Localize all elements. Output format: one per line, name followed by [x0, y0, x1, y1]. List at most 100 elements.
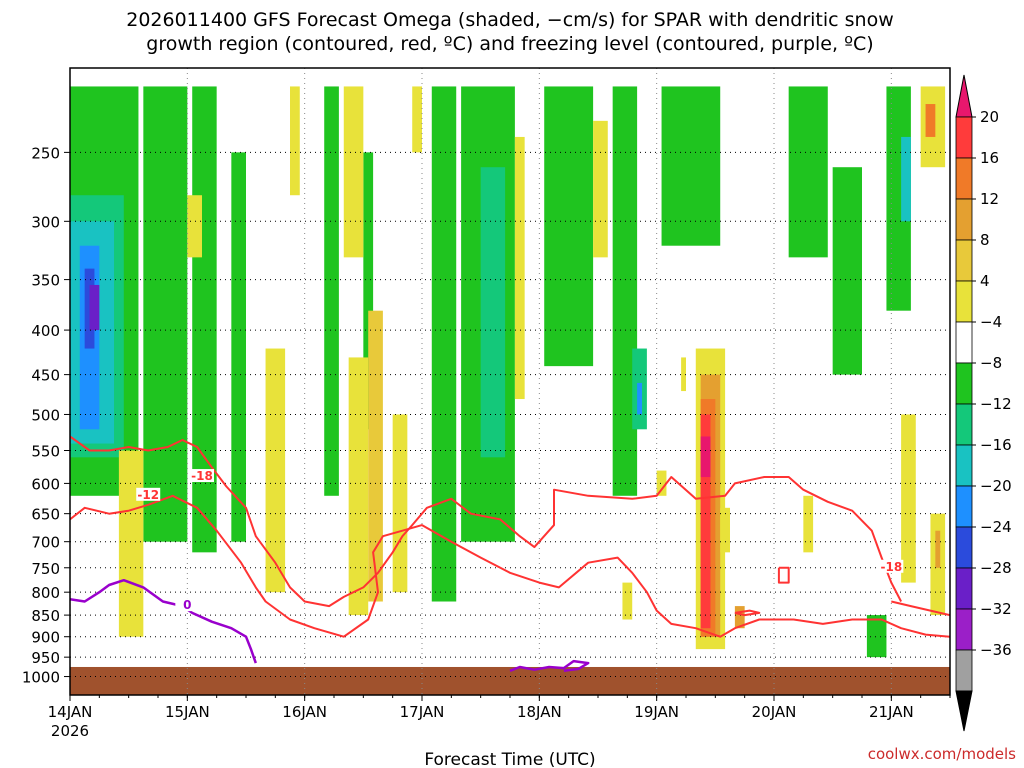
y-tick-label-250: 250	[31, 144, 60, 162]
x-tick-label-21JAN: 21JAN	[869, 703, 914, 721]
colorbar-label-12: −32	[980, 600, 1012, 618]
colorbar-label-2: 12	[980, 190, 999, 208]
colorbar-swatch-9	[955, 485, 973, 528]
colorbar-label-8: −16	[980, 436, 1012, 454]
y-tick-label-600: 600	[31, 475, 60, 493]
colorbar-label-0: 20	[980, 108, 999, 126]
freezing-level-contours: 0	[70, 578, 590, 673]
red-contour-line-2	[891, 600, 950, 617]
omega-cell-32	[412, 86, 422, 153]
colorbar-label-11: −28	[980, 559, 1012, 577]
colorbar-label-6: −8	[980, 354, 1002, 372]
colorbar-label-5: −4	[980, 313, 1002, 331]
omega-cell-18	[661, 86, 721, 246]
x-tick-label-16JAN: 16JAN	[282, 703, 327, 721]
omega-cell-17	[637, 382, 642, 415]
colorbar-swatch-12	[955, 608, 973, 651]
omega-cell-20	[832, 167, 862, 375]
omega-cell-9	[324, 86, 339, 496]
omega-cell-29	[348, 357, 369, 616]
red-contour-label-1: -12	[137, 488, 159, 502]
omega-cell-48	[925, 104, 936, 137]
colorbar-swatch-5	[955, 321, 973, 364]
red-contour-label-bg-1	[136, 487, 161, 501]
x-tick-label-14JAN: 14JAN	[48, 703, 93, 721]
omega-cell-37	[681, 357, 686, 392]
colorbar-label-10: −24	[980, 518, 1012, 536]
omega-cell-46	[901, 414, 916, 583]
y-tick-label-900: 900	[31, 629, 60, 647]
omega-cell-19	[788, 86, 828, 258]
y-tick-label-750: 750	[31, 560, 60, 578]
chart-title-line-1: 2026011400 GFS Forecast Omega (shaded, −…	[126, 9, 894, 31]
colorbar-label-13: −36	[980, 641, 1012, 659]
colorbar-swatch-10	[955, 526, 973, 569]
colorbar-swatch-13	[955, 649, 973, 692]
y-tick-label-800: 800	[31, 584, 60, 602]
omega-cell-24	[118, 450, 144, 637]
y-axis-ticks: 250 300 350 400 450 500 550 600 650 700 750 800 850 9…	[22, 144, 70, 687]
red-contour-line-4	[734, 609, 761, 617]
omega-cell-22	[901, 136, 911, 222]
red-contour-label-bg-2	[879, 559, 904, 573]
y-tick-label-400: 400	[31, 322, 60, 340]
colorbar: 20 16 12 8 4 −4 −8 −12 −16 −20 −24 −28 −32 −36	[955, 74, 1012, 732]
colorbar-label-1: 16	[980, 149, 999, 167]
omega-cell-41	[700, 414, 711, 629]
y-tick-label-500: 500	[31, 406, 60, 424]
red-contour-label-2: -18	[880, 560, 902, 574]
omega-cell-10	[363, 152, 374, 430]
omega-cell-5	[89, 284, 100, 331]
omega-cell-33	[514, 136, 525, 400]
omega-cell-35	[622, 582, 633, 620]
colorbar-label-4: 4	[980, 272, 990, 290]
omega-cell-25	[187, 195, 202, 258]
x-tick-sublabel-14JAN: 2026	[51, 722, 89, 740]
omega-cell-23	[866, 615, 887, 658]
red-contour-label-0: -18	[191, 469, 213, 483]
omega-cell-28	[343, 86, 364, 258]
freezing-contour-label-bg-0	[175, 598, 200, 612]
x-tick-label-15JAN: 15JAN	[165, 703, 210, 721]
credit-link[interactable]: coolwx.com/models	[868, 745, 1016, 763]
omega-cell-30	[368, 310, 383, 602]
colorbar-swatch-7	[955, 403, 973, 446]
colorbar-label-3: 8	[980, 231, 990, 249]
y-tick-label-1000: 1000	[22, 669, 60, 687]
y-tick-label-450: 450	[31, 367, 60, 385]
red-contour-line-0	[70, 435, 902, 608]
omega-cell-27	[290, 86, 300, 196]
omega-cell-8	[231, 152, 246, 542]
y-tick-label-850: 850	[31, 607, 60, 625]
omega-cell-6	[143, 86, 188, 542]
omega-shading	[70, 86, 946, 658]
omega-cell-44	[734, 606, 745, 629]
colorbar-swatch-6	[955, 362, 973, 405]
red-contour-label-bg-0	[190, 469, 214, 483]
red-contour-line-1	[70, 494, 950, 638]
omega-cell-13	[480, 167, 506, 458]
ground-terrain	[70, 666, 950, 695]
colorbar-top-cap	[955, 74, 973, 118]
freezing-contour-line-1	[509, 659, 590, 673]
omega-cell-26	[265, 348, 286, 593]
omega-cell-50	[935, 530, 941, 568]
y-tick-label-650: 650	[31, 506, 60, 524]
omega-cell-43	[720, 507, 730, 553]
freezing-contour-line-0	[70, 578, 257, 664]
colorbar-swatch-0	[955, 116, 973, 159]
colorbar-swatch-8	[955, 444, 973, 487]
x-tick-label-19JAN: 19JAN	[634, 703, 679, 721]
colorbar-swatch-4	[955, 280, 973, 323]
colorbar-swatch-11	[955, 567, 973, 610]
y-tick-label-350: 350	[31, 272, 60, 290]
colorbar-swatch-3	[955, 239, 973, 282]
x-axis-label: Forecast Time (UTC)	[424, 750, 595, 768]
y-tick-label-950: 950	[31, 649, 60, 667]
colorbar-label-9: −20	[980, 477, 1012, 495]
colorbar-swatch-2	[955, 198, 973, 241]
y-tick-label-300: 300	[31, 213, 60, 231]
red-contour-line-3	[777, 566, 790, 584]
